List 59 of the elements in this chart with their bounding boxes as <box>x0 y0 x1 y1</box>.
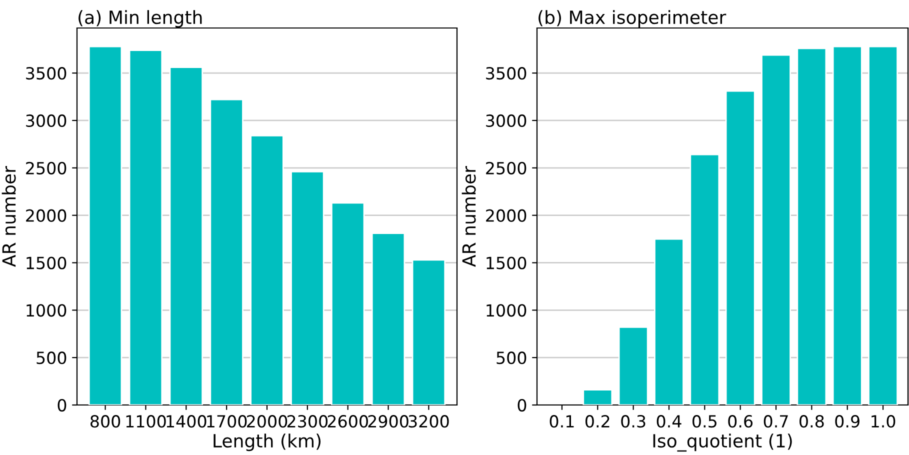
y-axis-title: AR number <box>462 166 476 267</box>
bar <box>725 90 756 405</box>
y-tick-label: 500 <box>36 352 66 364</box>
bar <box>88 46 122 405</box>
x-tick-label: 800 <box>90 415 120 428</box>
x-tick-label: 0.1 <box>550 415 574 428</box>
bar <box>330 202 365 405</box>
y-tick-label: 3500 <box>486 67 526 80</box>
y-tick-label: 1500 <box>486 256 526 270</box>
x-tick-label: 1.0 <box>872 415 896 428</box>
x-tick-label: 2900 <box>368 415 408 428</box>
x-axis-title: Length (km) <box>214 434 321 452</box>
x-tick-label: 0.4 <box>656 415 682 428</box>
bar <box>128 50 163 405</box>
x-tick-label: 0.3 <box>621 415 646 428</box>
y-tick-label: 3000 <box>486 114 526 128</box>
y-tick-label: 1000 <box>26 304 66 317</box>
x-tick-label: 1100 <box>126 415 166 428</box>
bar <box>250 134 284 405</box>
y-tick-label: 3500 <box>26 67 66 80</box>
y-tick-label: 2500 <box>486 162 526 174</box>
y-tick-label: 2500 <box>26 162 66 174</box>
x-tick-label: 0.5 <box>692 415 716 428</box>
x-tick-label: 2000 <box>247 415 288 428</box>
bar <box>868 46 898 405</box>
x-tick-label: 0.8 <box>800 415 824 428</box>
x-tick-label: 2300 <box>287 415 328 428</box>
y-tick-label: 1500 <box>26 256 66 270</box>
bar <box>412 259 446 405</box>
bar <box>210 98 244 405</box>
x-tick-label: 1400 <box>166 415 206 428</box>
y-tick-label: 2000 <box>486 209 526 222</box>
y-tick-label: 3000 <box>26 114 66 128</box>
x-tick-label: 1700 <box>207 415 247 428</box>
x-tick-label: 0.2 <box>585 415 610 428</box>
chart-title: (a) Min length <box>78 10 202 28</box>
bar <box>690 154 720 405</box>
chart-title: (b) Max isoperimeter <box>538 10 726 28</box>
bar <box>169 66 204 405</box>
x-axis-title: Iso_quotient (1) <box>653 434 792 452</box>
x-tick-label: 2600 <box>328 415 368 428</box>
bar <box>654 238 684 405</box>
x-tick-label: 0.6 <box>728 415 753 428</box>
bar <box>290 170 324 405</box>
bar <box>832 46 862 405</box>
x-tick-label: 0.7 <box>764 415 788 428</box>
bar <box>618 326 648 405</box>
x-tick-label: 3200 <box>408 415 449 428</box>
y-tick-label: 0 <box>518 398 526 412</box>
y-tick-label: 0 <box>58 398 66 412</box>
y-tick-label: 500 <box>496 352 526 364</box>
y-tick-label: 2000 <box>26 209 66 222</box>
bar <box>582 389 613 405</box>
bar <box>761 54 791 405</box>
y-axis-title: AR number <box>2 166 16 267</box>
bar <box>371 232 406 405</box>
bar <box>796 48 827 405</box>
y-tick-label: 1000 <box>486 304 526 317</box>
x-tick-label: 0.9 <box>835 415 860 428</box>
